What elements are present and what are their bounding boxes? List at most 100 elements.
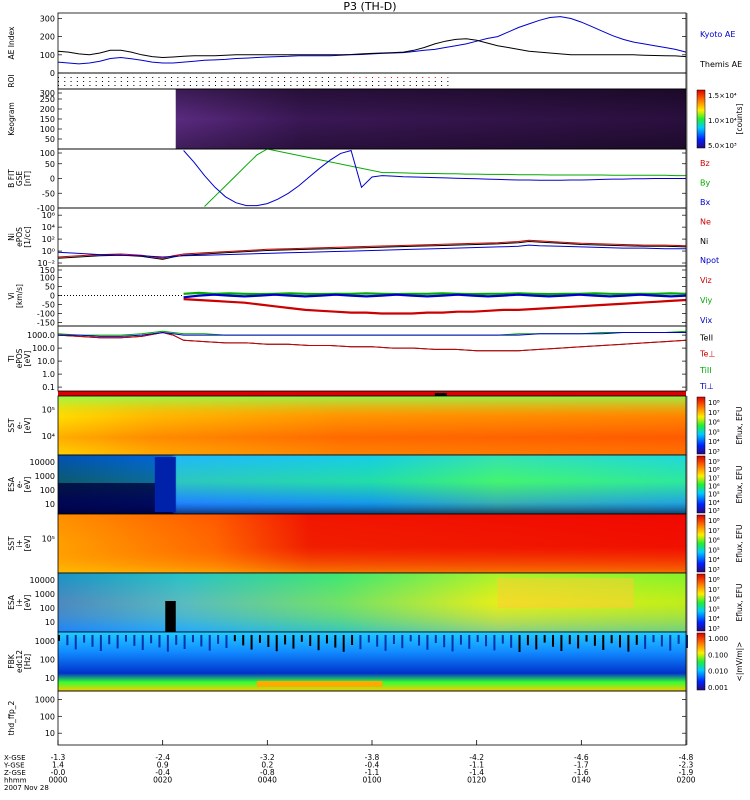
fbk-band — [409, 635, 412, 642]
ylabel-fbk: edc12 — [15, 650, 24, 673]
roi-dot — [227, 81, 229, 82]
xtick-label: 0000 — [48, 776, 67, 785]
roi-dot — [309, 77, 311, 78]
roi-dot — [215, 77, 216, 78]
roi-dot — [227, 77, 229, 78]
roi-dot — [133, 85, 135, 86]
roi-dot — [378, 85, 380, 86]
legend-bfield: By — [700, 178, 710, 187]
roi-dot — [415, 85, 417, 86]
roi-dot — [334, 85, 336, 86]
roi-dot — [441, 85, 443, 86]
ytick-label: 200 — [40, 33, 55, 42]
roi-dot — [83, 77, 85, 78]
fbk-band — [133, 635, 136, 646]
roi-dot — [127, 85, 129, 86]
legend-ae: Themis AE — [699, 60, 742, 69]
roi-dot — [422, 81, 424, 82]
roi-dot — [215, 85, 216, 86]
separator-strip — [58, 391, 686, 396]
colorbar-title: Eflux, EFU — [735, 525, 744, 563]
roi-dot — [397, 77, 399, 78]
xtick-label: -1.6 — [574, 768, 589, 777]
panel-frame — [57, 12, 687, 74]
xtick-label: -4.6 — [574, 753, 589, 762]
roi-dot — [164, 81, 166, 82]
xtick-label: 0140 — [572, 776, 591, 785]
roi-dot — [415, 77, 417, 78]
fbk-band — [116, 635, 119, 649]
legend-temperature: TiII — [699, 366, 712, 375]
roi-dot — [252, 85, 254, 86]
legend-velocity: Viz — [700, 276, 712, 285]
ylabel-density: Ni — [7, 233, 16, 241]
legend-temperature: TeII — [699, 333, 713, 342]
colorbar-title: [counts] — [735, 103, 744, 134]
roi-dot — [70, 77, 72, 78]
colorbar-label: 10⁸ — [708, 576, 720, 584]
roi-dot — [365, 77, 367, 78]
roi-dot — [64, 85, 66, 86]
roi-dot — [127, 77, 129, 78]
roi-dot — [334, 77, 336, 78]
roi-dot — [284, 81, 286, 82]
heatmap-shade-sst_i — [58, 514, 686, 573]
panel-temperature: TI ePOS [eV] 0.1 1.0 10.0 100.0 1000.0 TeII Te⊥ Ti… — [7, 325, 715, 392]
roi-dot — [114, 81, 116, 82]
xtick-label: 0100 — [362, 776, 381, 785]
roi-dot — [246, 77, 248, 78]
roi-dot — [215, 81, 216, 82]
roi-dot — [365, 85, 367, 86]
series-density-2 — [57, 244, 686, 258]
roi-dot — [359, 77, 361, 78]
fbk-band — [275, 635, 278, 652]
ytick-label: 1000 — [35, 590, 55, 599]
panel-ffp: thd_ffp_2 10 100 1000 — [7, 690, 688, 746]
roi-dot — [177, 81, 179, 82]
roi-dot — [101, 77, 103, 78]
roi-dot — [221, 81, 223, 82]
roi-dot — [145, 81, 147, 82]
roi-dot — [145, 85, 147, 86]
roi-dot — [177, 85, 179, 86]
fbk-band — [191, 635, 194, 643]
roi-dot — [447, 81, 449, 82]
ytick-label: -50 — [42, 189, 55, 198]
fbk-band — [585, 635, 588, 642]
roi-dot — [328, 81, 330, 82]
colorbar-swatch — [696, 455, 706, 514]
fbk-band — [376, 635, 379, 647]
roi-dot — [422, 77, 424, 78]
roi-dot — [422, 85, 424, 86]
roi-dot — [409, 85, 411, 86]
colorbar-label: 10⁷ — [708, 586, 720, 594]
roi-dot — [346, 85, 348, 86]
roi-dot — [309, 85, 311, 86]
roi-dot — [189, 85, 191, 86]
roi-dot — [340, 81, 342, 82]
xaxis-row-label: X-GSE — [4, 754, 26, 762]
roi-dot — [315, 81, 317, 82]
separator-gap-mark — [434, 393, 447, 396]
roi-dot — [378, 77, 380, 78]
ylabel-fbk: [Hz] — [23, 654, 32, 670]
colorbar-label: 0.100 — [708, 651, 728, 659]
colorbar-label: 10⁷ — [708, 409, 720, 417]
heatmap-shade-sst_e — [58, 396, 686, 455]
roi-dot — [384, 81, 386, 82]
fbk-band — [342, 635, 345, 652]
colorbar-label: 10³ — [708, 448, 720, 456]
fbk-band — [150, 635, 153, 644]
fbk-band — [175, 635, 178, 645]
colorbar-swatch — [696, 632, 706, 691]
roi-dot — [133, 77, 135, 78]
roi-dot — [221, 77, 223, 78]
roi-dot — [302, 81, 304, 82]
colorbar-label: 10⁶ — [708, 483, 720, 491]
fbk-band — [309, 635, 312, 646]
xtick-label: -0.8 — [260, 768, 275, 777]
ytick-label: 10 — [45, 500, 55, 509]
fbk-band — [459, 635, 462, 645]
ylabel-sst_i: i+ — [15, 539, 24, 547]
